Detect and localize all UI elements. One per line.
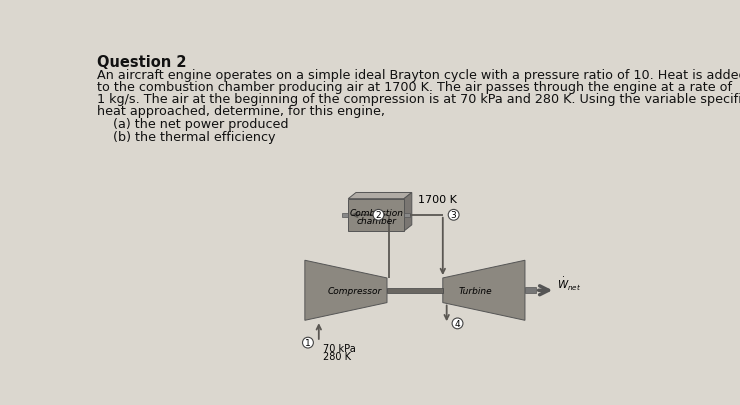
Text: 280 K: 280 K — [323, 351, 351, 361]
Circle shape — [452, 318, 463, 329]
Polygon shape — [349, 193, 411, 199]
Circle shape — [373, 210, 384, 221]
Circle shape — [448, 210, 459, 221]
Bar — [525, 288, 536, 294]
Text: 4: 4 — [454, 319, 460, 328]
Polygon shape — [305, 260, 387, 320]
Text: Turbine: Turbine — [459, 286, 492, 295]
Text: An aircraft engine operates on a simple ideal Brayton cycle with a pressure rati: An aircraft engine operates on a simple … — [97, 68, 740, 81]
Text: heat approached, determine, for this engine,: heat approached, determine, for this eng… — [97, 104, 385, 117]
Text: 3: 3 — [451, 211, 457, 220]
Text: chamber: chamber — [356, 216, 396, 225]
Text: Combustion: Combustion — [349, 209, 403, 217]
Bar — [342, 213, 349, 217]
Text: to the combustion chamber producing air at 1700 K. The air passes through the en: to the combustion chamber producing air … — [97, 81, 732, 94]
Text: Compressor: Compressor — [327, 286, 382, 295]
Bar — [349, 199, 404, 231]
Text: (a) the net power produced: (a) the net power produced — [97, 118, 289, 131]
Text: 1 kg/s. The air at the beginning of the compression is at 70 kPa and 280 K. Usin: 1 kg/s. The air at the beginning of the … — [97, 92, 740, 105]
Bar — [404, 213, 410, 217]
Text: 2: 2 — [376, 211, 381, 220]
Text: (b) the thermal efficiency: (b) the thermal efficiency — [97, 131, 275, 144]
Text: 70 kPa: 70 kPa — [323, 343, 355, 354]
Text: 1: 1 — [305, 338, 311, 347]
Polygon shape — [443, 260, 525, 320]
Polygon shape — [404, 193, 411, 231]
Bar — [387, 288, 443, 293]
Text: $\dot{W}_{net}$: $\dot{W}_{net}$ — [556, 275, 581, 292]
Text: 1700 K: 1700 K — [418, 194, 457, 205]
Text: Question 2: Question 2 — [97, 55, 186, 70]
Circle shape — [303, 337, 313, 348]
